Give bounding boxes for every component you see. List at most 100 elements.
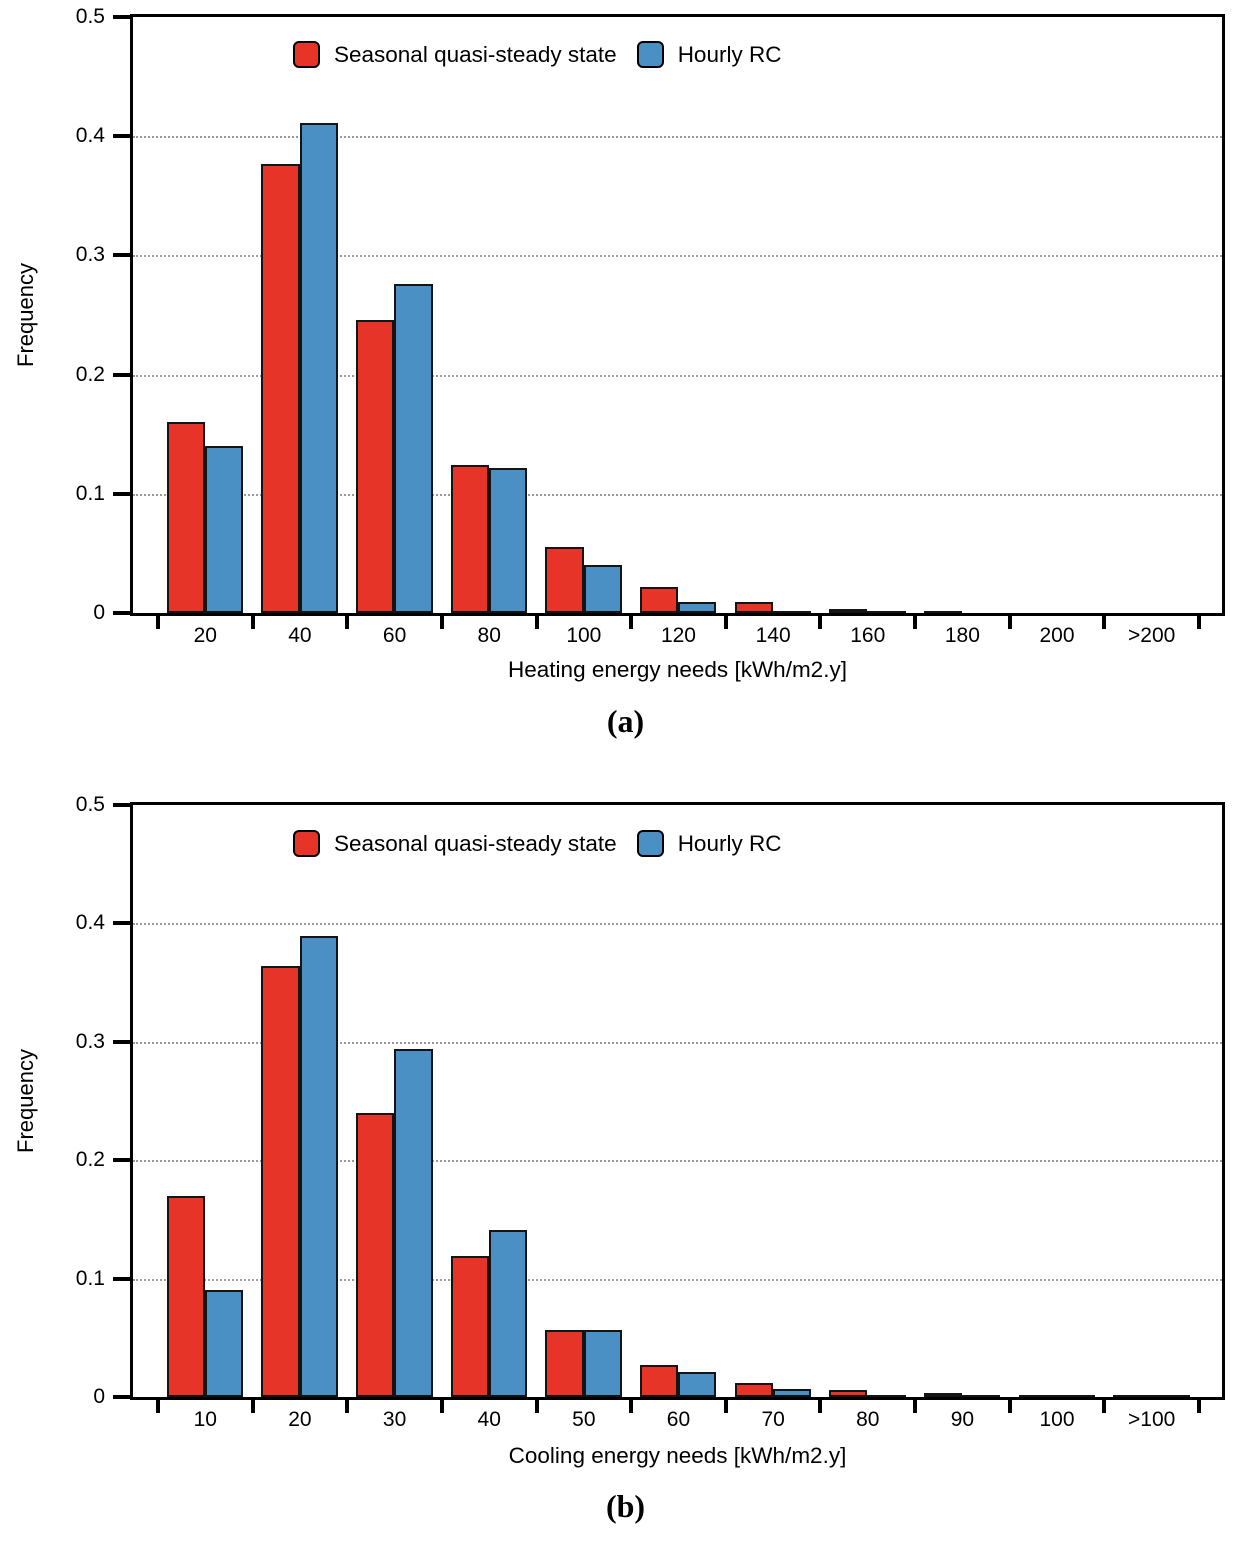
gridline (133, 923, 1222, 926)
bar-seasonal-80 (450, 465, 489, 613)
x-tick (345, 616, 350, 629)
bar-seasonal-100 (545, 547, 584, 613)
x-tick-label: 100 (566, 624, 602, 647)
bar-seasonal-120 (639, 587, 679, 613)
x-tick-label: 80 (856, 1408, 880, 1431)
bar-hourly-50 (583, 1330, 622, 1397)
x-axis-title-b: Cooling energy needs [kWh/m2.y] (508, 1443, 847, 1468)
x-tick-label: 60 (666, 1408, 691, 1431)
legend-label: Seasonal quasi-steady state (334, 41, 617, 67)
x-tick-label: 50 (572, 1408, 596, 1431)
y-tick (113, 134, 130, 139)
x-tick (913, 616, 918, 629)
bar-hourly-40 (488, 1230, 528, 1397)
bar-hourly-80 (867, 1395, 906, 1397)
y-tick-label: 0.2 (75, 1148, 105, 1172)
x-tick-label: 70 (761, 1408, 785, 1431)
bar-seasonal-60 (356, 320, 395, 613)
x-tick (629, 616, 634, 629)
panel-caption-b: (b) (605, 1488, 646, 1524)
bar-seasonal-100 (1018, 1395, 1057, 1397)
x-tick (250, 616, 255, 629)
x-tick (1007, 1400, 1012, 1413)
legend-label: Seasonal quasi-steady state (334, 830, 617, 856)
bar-hourly-160 (867, 611, 906, 613)
y-tick (113, 1395, 130, 1399)
x-tick-label: 30 (382, 1408, 407, 1431)
y-tick-label: 0.5 (75, 5, 105, 28)
bar-seasonal-160 (829, 609, 868, 613)
x-tick-label: 90 (950, 1408, 975, 1431)
bar-hourly-20 (299, 936, 338, 1397)
x-tick (156, 1400, 160, 1413)
legend-item-seasonal: Seasonal quasi-steady state (293, 41, 617, 68)
bar-seasonal->100 (1113, 1395, 1152, 1397)
bar-hourly-120 (678, 602, 717, 613)
x-tick (1102, 1400, 1107, 1413)
bar-seasonal-20 (261, 966, 300, 1397)
bar-hourly-10 (205, 1290, 244, 1397)
bar-seasonal-180 (923, 611, 963, 613)
bar-hourly-100 (1056, 1395, 1095, 1397)
bar-hourly-70 (772, 1389, 812, 1397)
x-axis-title-a: Heating energy needs [kWh/m2.y] (508, 657, 847, 682)
y-tick-label: 0.4 (75, 124, 105, 148)
x-tick (439, 1400, 444, 1413)
x-tick (818, 616, 823, 629)
bar-hourly-40 (299, 123, 338, 613)
y-tick-label: 0.5 (75, 793, 105, 816)
legend-label: Hourly RC (677, 41, 782, 67)
y-tick (113, 491, 130, 496)
x-tick-label: 10 (193, 1408, 217, 1431)
y-tick-label: 0.3 (75, 1029, 105, 1053)
hourly-swatch-icon (636, 830, 664, 857)
y-tick-label: 0.3 (75, 243, 105, 267)
y-tick (113, 372, 130, 377)
legend-item-seasonal: Seasonal quasi-steady state (293, 830, 617, 857)
legend-item-hourly: Hourly RC (636, 830, 782, 857)
legend-item-hourly: Hourly RC (636, 41, 782, 68)
hourly-swatch-icon (636, 41, 664, 68)
gridline (133, 255, 1222, 258)
x-tick (629, 1400, 634, 1413)
bar-hourly-100 (583, 565, 622, 613)
plot-area-cooling: 0 0.1 0.2 0.3 0.4 0.5 10 20 30 40 50 60 70 80 90 100 >10… (76, 793, 1225, 1431)
x-tick-label: 20 (288, 1408, 312, 1431)
gridline (133, 1278, 1222, 1281)
x-tick-label: 200 (1039, 624, 1075, 647)
x-tick (818, 1400, 823, 1413)
x-tick-label: >200 (1128, 624, 1176, 647)
y-tick (113, 15, 130, 19)
y-tick-label: 0 (93, 601, 105, 624)
x-tick (1102, 616, 1107, 629)
x-tick-label: 180 (944, 624, 980, 647)
y-axis-title-b: Frequency (13, 1049, 38, 1153)
bar-seasonal-40 (261, 164, 300, 613)
y-tick (113, 611, 130, 615)
x-tick (534, 1400, 539, 1413)
gridline (133, 1160, 1222, 1163)
y-tick (113, 1158, 130, 1163)
x-tick-label: 40 (288, 624, 312, 647)
gridline (133, 493, 1222, 496)
bar-seasonal-80 (829, 1390, 868, 1397)
bar-seasonal-60 (639, 1365, 679, 1397)
seasonal-swatch-icon (293, 830, 320, 857)
x-tick-label: 100 (1039, 1408, 1075, 1431)
y-tick-label: 0 (93, 1385, 105, 1408)
bar-hourly->100 (1151, 1395, 1190, 1397)
y-tick (113, 921, 130, 926)
bar-seasonal-40 (450, 1256, 489, 1397)
y-tick (113, 253, 130, 258)
seasonal-swatch-icon (293, 41, 320, 68)
y-tick (113, 1039, 130, 1044)
legend-label: Hourly RC (677, 830, 782, 856)
x-tick (1007, 616, 1012, 629)
legend: Seasonal quasi-steady state Hourly RC (293, 41, 781, 68)
legend: Seasonal quasi-steady state Hourly RC (293, 830, 781, 857)
x-tick (913, 1400, 918, 1413)
x-tick (1197, 1400, 1201, 1413)
x-tick (534, 616, 539, 629)
y-tick-label: 0.1 (75, 481, 105, 505)
gridline (133, 136, 1222, 139)
